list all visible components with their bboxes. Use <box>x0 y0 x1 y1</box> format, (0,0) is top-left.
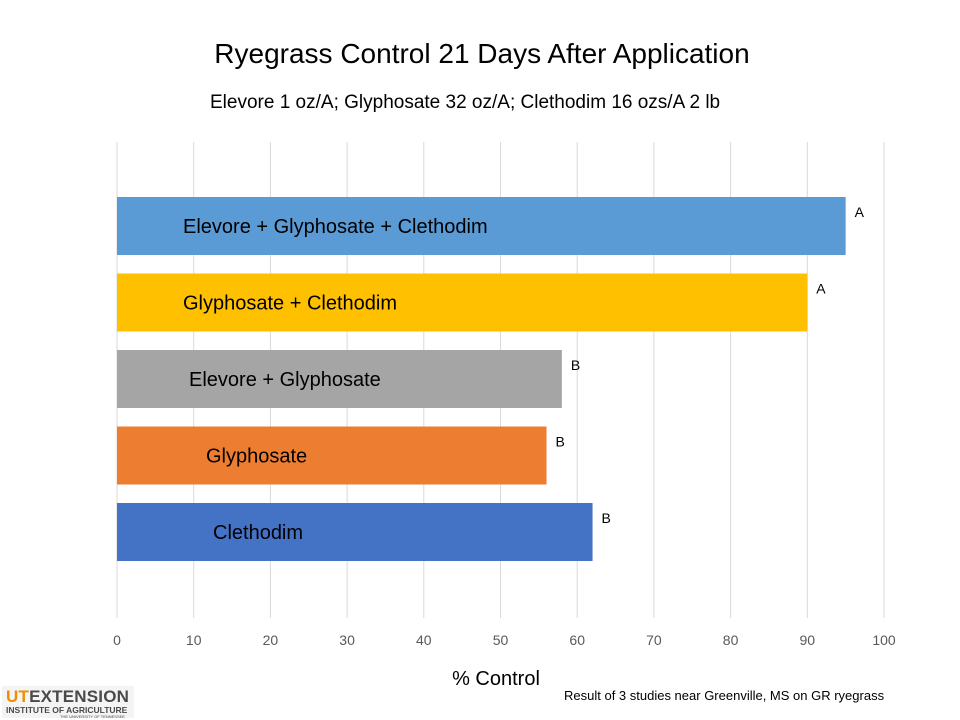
x-tick-label: 10 <box>186 632 202 648</box>
significance-letter: B <box>602 510 611 526</box>
footnote: Result of 3 studies near Greenville, MS … <box>564 688 885 703</box>
bar-labels: Elevore + Glyphosate + Clethodim Glyphosa… <box>183 216 488 544</box>
significance-labels: A A B B B <box>556 204 865 526</box>
x-tick-label: 20 <box>263 632 279 648</box>
bar-category-label: Clethodim <box>213 522 303 544</box>
bar-category-label: Elevore + Glyphosate <box>189 369 381 391</box>
bar-category-label: Glyphosate <box>206 446 307 468</box>
bar <box>117 197 846 255</box>
significance-letter: A <box>816 281 826 297</box>
x-tick-label: 70 <box>646 632 662 648</box>
significance-letter: A <box>855 204 865 220</box>
bar-category-label: Elevore + Glyphosate + Clethodim <box>183 216 488 238</box>
bar-category-label: Glyphosate + Clethodim <box>183 293 397 315</box>
significance-letter: B <box>571 357 580 373</box>
x-tick-label: 100 <box>872 632 896 648</box>
significance-letter: B <box>556 434 565 450</box>
x-tick-label: 60 <box>569 632 585 648</box>
bar <box>117 503 593 561</box>
x-tick-label: 50 <box>493 632 509 648</box>
x-axis-label: % Control <box>452 668 540 690</box>
chart-subtitle: Elevore 1 oz/A; Glyphosate 32 oz/A; Clet… <box>210 92 721 113</box>
bar <box>117 350 562 408</box>
x-tick-label: 40 <box>416 632 432 648</box>
x-tick-label: 90 <box>800 632 816 648</box>
ut-extension-logo: UTEXTENSION INSTITUTE OF AGRICULTURE THE… <box>2 686 134 719</box>
x-tick-labels: 0 10 20 30 40 50 60 70 80 90 100 <box>113 632 896 648</box>
logo-extension: EXTENSION <box>29 687 130 706</box>
logo-ut: UT <box>6 687 30 706</box>
bars <box>117 197 846 561</box>
x-tick-label: 80 <box>723 632 739 648</box>
x-tick-label: 30 <box>339 632 355 648</box>
logo-wordmark: UTEXTENSION <box>6 687 129 707</box>
logo-institute: INSTITUTE OF AGRICULTURE <box>6 705 128 715</box>
chart-title: Ryegrass Control 21 Days After Applicati… <box>214 38 750 69</box>
bar <box>117 426 547 485</box>
logo-university: THE UNIVERSITY OF TENNESSEE <box>60 714 125 719</box>
x-tick-label: 0 <box>113 632 121 648</box>
bar <box>117 273 808 332</box>
